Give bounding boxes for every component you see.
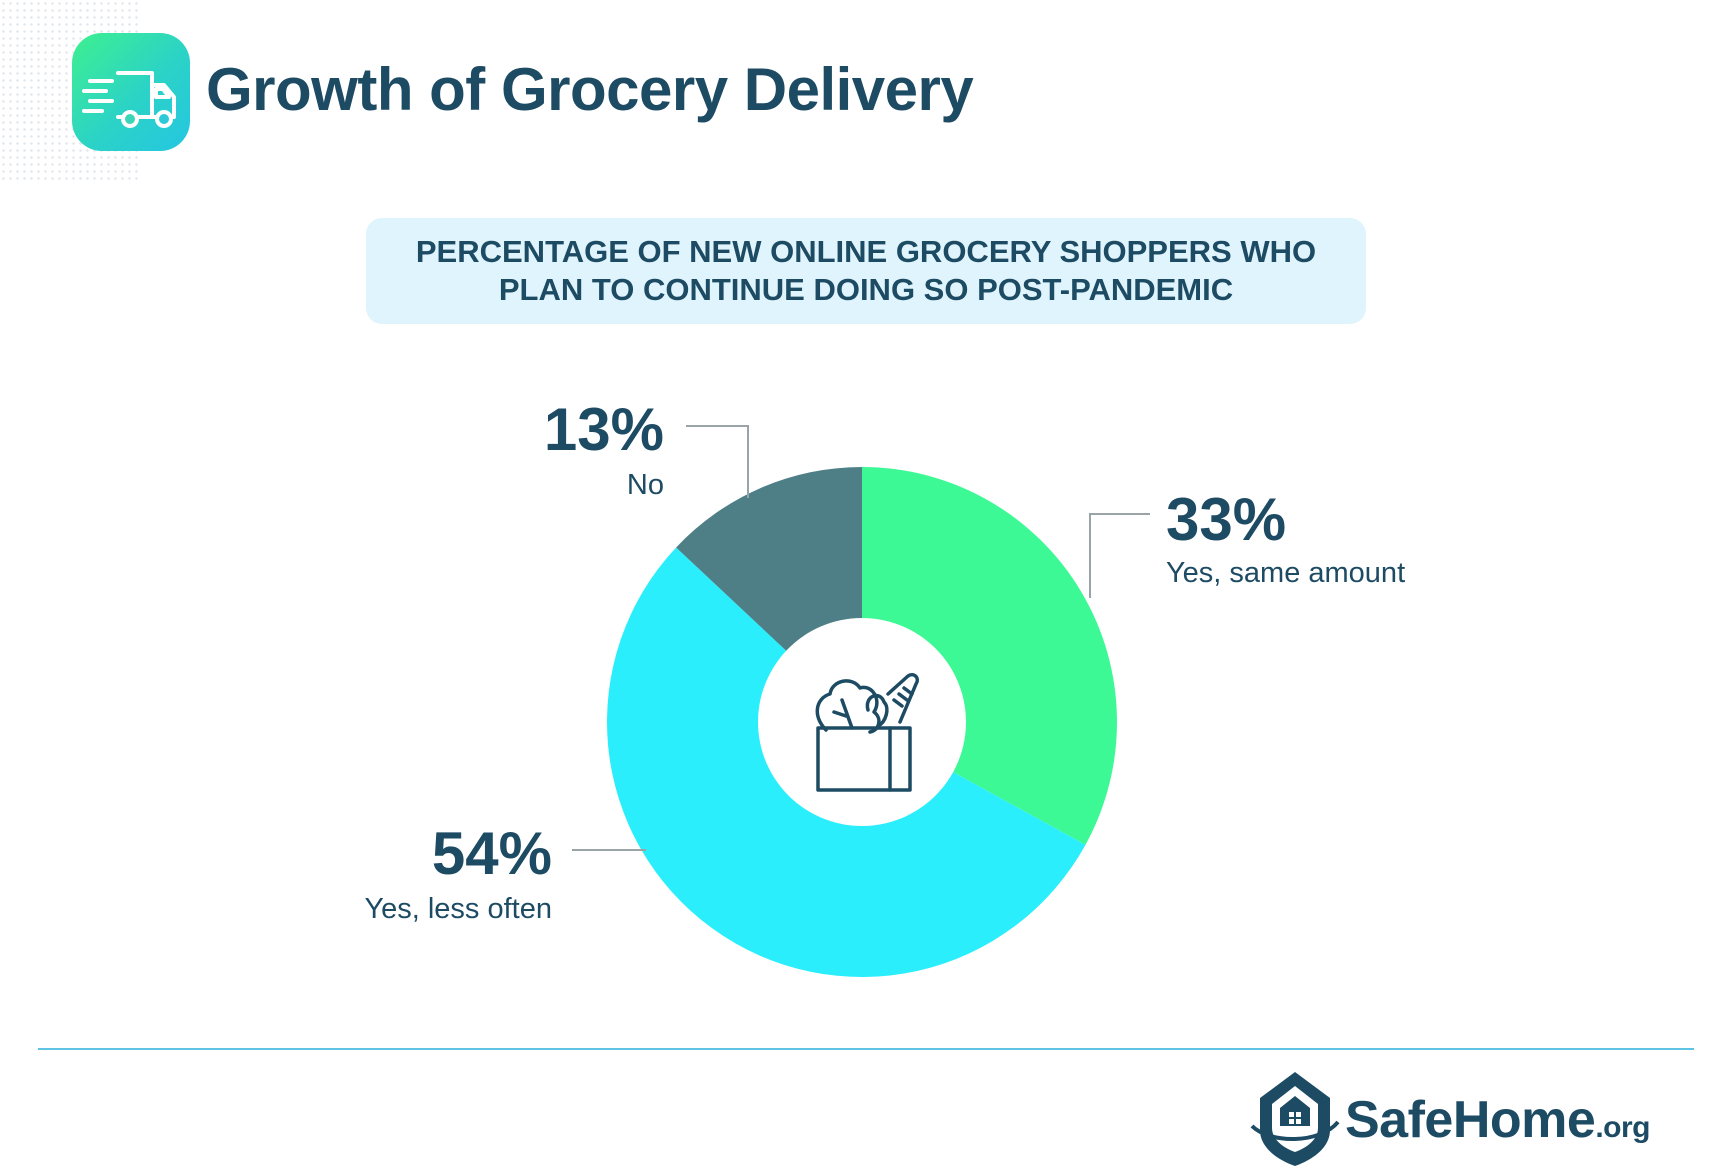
delivery-truck-icon	[82, 71, 176, 128]
leader-line-no	[686, 425, 749, 498]
footer-divider	[38, 1048, 1694, 1050]
brand-name-main: SafeHome	[1345, 1091, 1596, 1149]
chart-subtitle-line-1: PERCENTAGE OF NEW ONLINE GROCERY SHOPPER…	[415, 234, 1317, 269]
slice-label-no: No	[627, 469, 664, 501]
donut-slices	[607, 467, 1117, 977]
donut-slice-yes-less-often	[607, 547, 1086, 977]
brand-name: SafeHome.org	[1345, 1090, 1650, 1150]
header-logo-tile	[72, 33, 190, 151]
donut-hole	[759, 619, 965, 825]
grocery-bag-icon	[815, 672, 920, 792]
leader-lines	[572, 425, 1150, 851]
donut-slice-no	[676, 467, 862, 651]
slice-labels: 33% Yes, same amount 54% Yes, less often 13%…	[364, 396, 1405, 925]
slice-label-yes-less-often: Yes, less often	[364, 893, 552, 925]
chart-subtitle-box: PERCENTAGE OF NEW ONLINE GROCERY SHOPPER…	[366, 218, 1366, 324]
house-shield-icon	[1250, 1072, 1340, 1166]
brand-tld: .org	[1595, 1111, 1650, 1144]
leader-line-yes-same-amount	[1089, 513, 1150, 598]
slice-label-yes-same-amount: Yes, same amount	[1166, 557, 1405, 589]
slice-percent-no: 13%	[544, 396, 664, 463]
chart-subtitle-line-2: PLAN TO CONTINUE DOING SO POST-PANDEMIC	[498, 272, 1234, 307]
donut-slice-yes-same-amount	[862, 467, 1117, 845]
slice-percent-yes-less-often: 54%	[432, 820, 552, 887]
page-title: Growth of Grocery Delivery	[206, 56, 974, 123]
chart-subtitle: PERCENTAGE OF NEW ONLINE GROCERY SHOPPER…	[396, 233, 1336, 309]
slice-percent-yes-same-amount: 33%	[1166, 486, 1286, 553]
brand-logo: SafeHome.org	[1250, 1068, 1670, 1168]
